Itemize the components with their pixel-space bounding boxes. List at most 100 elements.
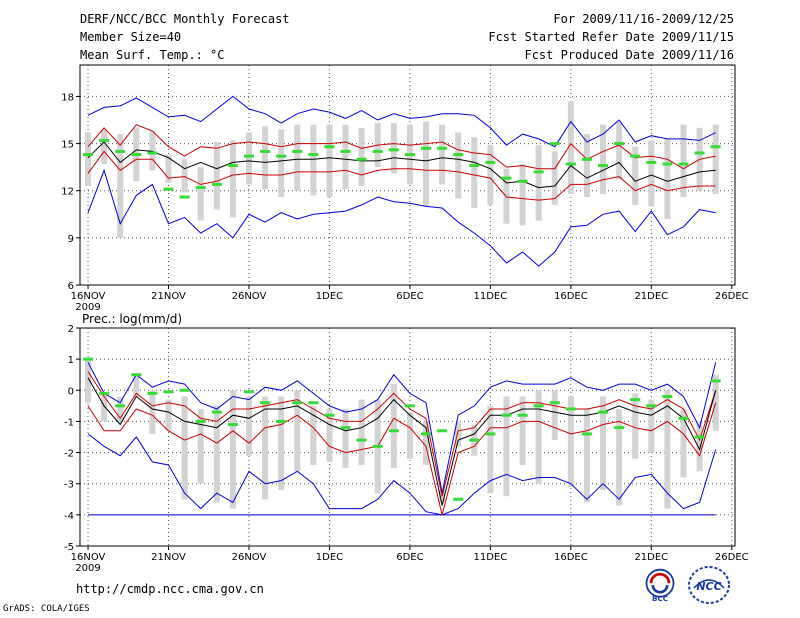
temp-xtick-label-6DEC: 6DEC [396,291,423,302]
temp-median-day-34 [614,142,625,146]
temp-xtick-label-11DEC: 11DEC [474,291,508,302]
temp-box-day-31 [567,101,574,194]
prec-frame [79,327,736,547]
temp-median-day-27 [501,176,512,180]
prec-box-day-35 [632,393,639,459]
temp-box-day-6 [165,154,172,183]
temp-median-day-29 [533,170,544,174]
temp-ytick-label-12: 12 [61,187,74,198]
temp-box-day-23 [439,124,446,185]
prec-ytick-label-0: 0 [68,386,74,397]
prec-box-day-28 [519,396,526,466]
prec-median-day-18 [356,438,367,442]
temp-median-day-31 [565,162,576,166]
prec-median-day-23 [437,429,448,433]
temp-box-day-16 [326,124,333,197]
prec-median-day-24 [453,497,464,501]
temp-spread-lower-line [87,150,716,201]
temp-box-day-25 [471,137,478,208]
source-url[interactable]: http://cmdp.ncc.cma.gov.cn [76,582,264,596]
prec-box-day-1 [85,359,92,403]
temp-median-day-18 [356,157,367,161]
temp-box-day-17 [342,124,349,190]
prec-box-day-10 [229,390,236,509]
temp-median-day-6 [163,187,174,191]
temp-box-day-24 [455,132,462,199]
prec-xtick-label-16DEC: 16DEC [554,552,588,563]
forecast-period: For 2009/11/16-2009/12/25 [553,12,734,26]
temp-median-day-36 [646,160,657,164]
prec-median-day-3 [115,404,126,408]
temp-box-day-33 [600,124,607,194]
temperature-panel-title: Mean Surf. Temp.: °C [80,48,225,62]
prec-median-day-37 [662,395,673,399]
prec-box-day-11 [245,396,252,456]
temp-box-day-9 [213,142,220,210]
prec-box-day-7 [181,396,188,500]
prec-median-day-13 [276,419,287,423]
prec-box-day-34 [616,408,623,506]
temp-median-day-7 [179,195,190,199]
prec-median-day-6 [163,390,174,394]
temp-median-day-5 [147,151,158,155]
prec-xtick-label-21NOV: 21NOV [151,552,186,563]
prec-box-day-13 [278,396,285,490]
prec-box-day-31 [567,396,574,487]
prec-median-day-40 [710,379,721,383]
temp-box-day-37 [664,138,671,219]
prec-median-day-11 [243,390,254,394]
temp-median-day-38 [678,162,689,166]
prec-box-day-37 [664,390,671,509]
prec-xtick-label-26DEC: 26DEC [715,552,749,563]
temp-median-day-20 [388,148,399,152]
prec-median-day-17 [340,426,351,430]
temp-box-day-30 [551,151,558,205]
temp-box-day-2 [101,129,108,164]
fcst-started-date: Fcst Started Refer Date 2009/11/15 [488,30,734,44]
prec-ytick-label-1: 1 [68,355,74,366]
temp-box-day-36 [648,140,655,207]
temp-median-day-22 [421,146,432,150]
prec-median-day-4 [131,373,142,377]
temp-xtick-label-16NOV: 16NOV [71,291,106,302]
temp-box-day-13 [278,129,285,197]
prec-box-day-18 [358,399,365,466]
prec-box-day-16 [326,408,333,462]
prec-box-day-15 [310,405,317,466]
prec-box-day-6 [165,399,172,431]
temp-median-day-21 [404,153,415,157]
temp-box-day-14 [294,124,301,191]
temp-median-day-32 [581,157,592,161]
prec-panel [76,327,736,550]
prec-median-day-20 [388,429,399,433]
temp-box-day-40 [712,124,719,194]
temp-box-day-15 [310,124,317,196]
prec-box-day-20 [390,384,397,469]
prec-box-day-24 [455,421,462,447]
temp-median-day-37 [662,162,673,166]
temp-box-day-29 [535,145,542,221]
temp-xtick-label-26DEC: 26DEC [715,291,749,302]
temp-median-day-30 [549,142,560,146]
prec-box-day-39 [696,421,703,472]
prec-median-day-26 [485,432,496,436]
prec-ytick-label--3: -3 [64,480,74,491]
temp-box-day-32 [583,134,590,197]
prec-ytick-label--4: -4 [64,511,74,522]
temp-median-day-17 [340,149,351,153]
prec-median-day-25 [469,438,480,442]
prec-median-day-35 [630,398,641,402]
prec-median-day-8 [195,419,206,423]
prec-median-day-21 [404,404,415,408]
temp-median-day-12 [260,149,271,153]
temp-median-day-4 [131,153,142,157]
prec-box-day-33 [600,396,607,490]
prec-xtick-label-11DEC: 11DEC [474,552,508,563]
figure-title: DERF/NCC/BCC Monthly Forecast [80,12,290,26]
bcc-logo-text: BCC [652,594,668,603]
temp-median-day-9 [211,182,222,186]
temp-median-day-1 [83,153,94,157]
temp-ytick-label-9: 9 [68,234,74,245]
fcst-produced-date: Fcst Produced Date 2009/11/16 [524,48,734,62]
prec-xtick-sublabel-16NOV: 2009 [75,563,100,574]
